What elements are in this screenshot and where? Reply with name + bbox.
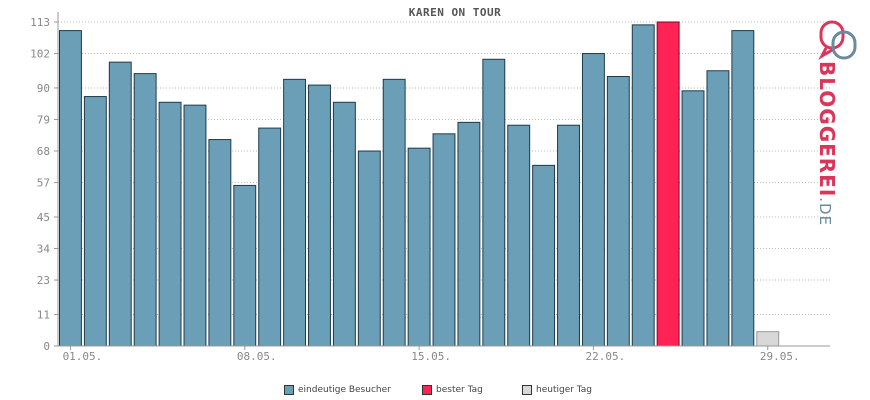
bar <box>158 101 182 347</box>
bar-today <box>756 331 780 347</box>
bloggerei-logo-icon <box>818 20 857 60</box>
bar <box>332 101 356 347</box>
y-tick-label: 90 <box>37 82 50 95</box>
logo-wordmark: BLOGGEREI.DE <box>815 61 839 226</box>
bar <box>457 121 481 347</box>
bar <box>407 147 431 347</box>
legend-swatch-best <box>422 385 432 395</box>
legend-label-visitors: eindeutige Besucher <box>298 385 391 395</box>
legend-label-today: heutiger Tag <box>536 385 593 395</box>
bar <box>606 75 630 347</box>
legend-label-best: bester Tag <box>436 385 483 395</box>
legend-swatch-visitors <box>284 385 294 395</box>
y-tick-label: 57 <box>37 177 50 190</box>
legend-swatch-today <box>522 385 532 395</box>
legend-item-today: heutiger Tag <box>522 385 592 395</box>
x-axis: 01.05. 08.05. 15.05. 22.05. 29.05. <box>63 346 800 363</box>
bar <box>731 30 755 347</box>
logo-text-suffix: .DE <box>816 197 834 227</box>
y-tick-label: 113 <box>30 16 50 29</box>
bloggerei-logo-text: BLOGGEREI.DE <box>808 61 848 226</box>
bar <box>581 53 605 347</box>
chart-title: KAREN ON TOUR <box>409 6 502 19</box>
bar <box>108 61 132 347</box>
bar <box>557 124 580 347</box>
bar <box>233 184 257 347</box>
y-axis: 0 11 23 34 45 57 68 79 90 102 113 <box>30 12 830 353</box>
bar <box>631 24 655 347</box>
bar <box>183 104 207 347</box>
x-tick-label: 15.05. <box>411 350 451 363</box>
y-tick-label: 45 <box>37 211 50 224</box>
x-tick-label: 29.05. <box>760 350 800 363</box>
bar <box>382 78 406 347</box>
logo-text-main: BLOGGEREI <box>815 61 839 198</box>
bar <box>283 78 307 347</box>
bar <box>532 164 556 347</box>
y-tick-label: 68 <box>37 145 50 158</box>
y-tick-label: 23 <box>37 274 50 287</box>
bar <box>357 150 381 347</box>
y-tick-label: 34 <box>37 243 51 256</box>
x-tick-label: 01.05. <box>63 350 103 363</box>
bar <box>133 73 157 347</box>
bars <box>59 21 780 347</box>
bar <box>83 96 107 347</box>
legend-item-best: bester Tag <box>422 385 483 395</box>
y-tick-label: 0 <box>43 340 50 353</box>
bar <box>432 133 456 347</box>
bar <box>308 84 331 347</box>
y-tick-label: 102 <box>30 48 50 61</box>
bar <box>681 90 705 347</box>
x-tick-label: 22.05. <box>586 350 626 363</box>
bar <box>507 124 531 347</box>
legend-item-visitors: eindeutige Besucher <box>284 385 391 395</box>
x-tick-label: 08.05. <box>237 350 277 363</box>
bar <box>59 30 82 347</box>
legend: eindeutige Besucher bester Tag heutiger … <box>0 385 870 399</box>
y-tick-label: 79 <box>37 113 50 126</box>
bar <box>482 58 506 347</box>
bar <box>208 139 232 347</box>
y-tick-label: 11 <box>37 308 50 321</box>
bar-best-day <box>656 21 680 347</box>
bar <box>706 70 730 347</box>
bar <box>258 127 282 347</box>
